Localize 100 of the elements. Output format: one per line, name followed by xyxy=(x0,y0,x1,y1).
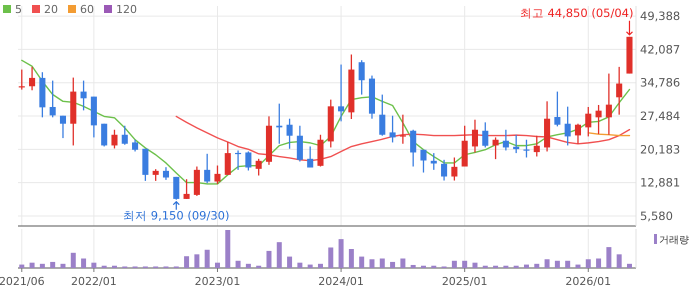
candlestick xyxy=(29,66,36,91)
x-tick-label: 2024/01 xyxy=(318,275,364,288)
bar xyxy=(184,256,190,268)
candlestick xyxy=(276,102,282,144)
bar xyxy=(359,256,364,268)
y-tick-label: 42,087 xyxy=(640,42,680,56)
y-tick-label: 27,484 xyxy=(640,109,680,124)
x-tick-label: 2021/06 xyxy=(0,275,45,288)
candlestick xyxy=(616,66,622,116)
candlestick xyxy=(502,129,509,152)
candlestick xyxy=(214,164,221,185)
candlestick xyxy=(606,72,612,136)
bar xyxy=(626,264,632,268)
candlestick xyxy=(585,106,592,138)
candlestick xyxy=(256,158,262,176)
bar xyxy=(596,258,602,268)
candlestick xyxy=(286,118,293,150)
bar xyxy=(472,262,478,268)
bar xyxy=(40,264,45,268)
bar xyxy=(369,259,374,268)
candlestick xyxy=(390,115,396,144)
bar xyxy=(30,262,35,268)
bar xyxy=(328,247,334,268)
candlestick xyxy=(111,129,118,150)
bar xyxy=(297,262,302,268)
bar xyxy=(318,264,323,268)
candlestick xyxy=(564,106,571,146)
bar xyxy=(276,242,282,268)
candlestick xyxy=(132,139,138,152)
bar xyxy=(534,264,540,268)
candlestick xyxy=(596,104,602,135)
candlestick xyxy=(338,64,344,122)
x-tick-label: 2023/01 xyxy=(194,275,240,288)
candlestick xyxy=(122,125,128,146)
bar xyxy=(338,239,344,268)
bar xyxy=(214,262,220,268)
bar xyxy=(348,249,354,268)
candlestick xyxy=(358,60,365,96)
bar xyxy=(236,260,241,268)
y-tick-label: 34,786 xyxy=(640,76,680,90)
bar xyxy=(204,250,210,268)
candlestick xyxy=(451,156,458,182)
legend-label: 120 xyxy=(116,3,137,16)
candlestick xyxy=(18,68,25,90)
candlestick xyxy=(162,166,170,181)
bar xyxy=(410,264,416,268)
bar xyxy=(586,259,591,268)
candlestick xyxy=(50,80,56,118)
line-series xyxy=(21,60,630,185)
candlestick xyxy=(152,168,159,182)
bar xyxy=(91,262,96,268)
candlestick xyxy=(534,135,540,158)
bar xyxy=(565,260,570,268)
bar xyxy=(462,260,468,268)
candlestick xyxy=(307,146,314,168)
candlestick xyxy=(430,152,437,170)
bar xyxy=(246,264,251,268)
candlestick xyxy=(410,129,416,168)
annotation: 최고 44,850 (05/04) xyxy=(520,6,634,20)
bar xyxy=(70,252,76,268)
bar xyxy=(225,230,230,268)
legend-label: 20 xyxy=(44,3,58,16)
candlestick xyxy=(472,119,478,154)
candlestick xyxy=(492,136,499,160)
y-tick-label: 5,580 xyxy=(640,208,673,223)
bar xyxy=(287,256,292,268)
bar xyxy=(266,250,272,268)
bar xyxy=(60,264,66,268)
candlestick xyxy=(574,123,582,144)
x-tick-label: 2025/01 xyxy=(442,275,488,288)
candlestick xyxy=(441,159,448,182)
candlestick xyxy=(379,94,386,136)
bar xyxy=(19,264,24,268)
bar xyxy=(81,258,86,268)
bar xyxy=(616,254,622,268)
candlestick xyxy=(60,115,66,139)
candlestick xyxy=(204,153,210,184)
y-tick-label: 49,388 xyxy=(640,9,680,24)
bar xyxy=(606,247,612,268)
x-tick-label: 2026/01 xyxy=(565,275,612,288)
annotation: 최저 9,150 (09/30) xyxy=(123,208,230,223)
candlestick xyxy=(224,141,231,176)
bar xyxy=(390,262,396,268)
bar xyxy=(308,264,313,268)
candlestick xyxy=(420,149,427,174)
bar xyxy=(544,259,550,268)
y-tick-label: 12,881 xyxy=(640,176,680,190)
bar xyxy=(524,264,529,268)
candlestick xyxy=(80,80,87,111)
candlestick xyxy=(184,178,190,200)
legend-label: 5 xyxy=(15,3,22,16)
bar xyxy=(194,254,200,268)
y-tick-label: 20,183 xyxy=(640,142,680,156)
bar xyxy=(380,258,385,268)
candlestick xyxy=(101,123,108,148)
candlestick xyxy=(245,150,252,172)
candlestick xyxy=(173,176,180,200)
legend-label: 거래량 xyxy=(659,235,689,246)
bar xyxy=(575,264,580,268)
candlestick xyxy=(554,90,560,128)
